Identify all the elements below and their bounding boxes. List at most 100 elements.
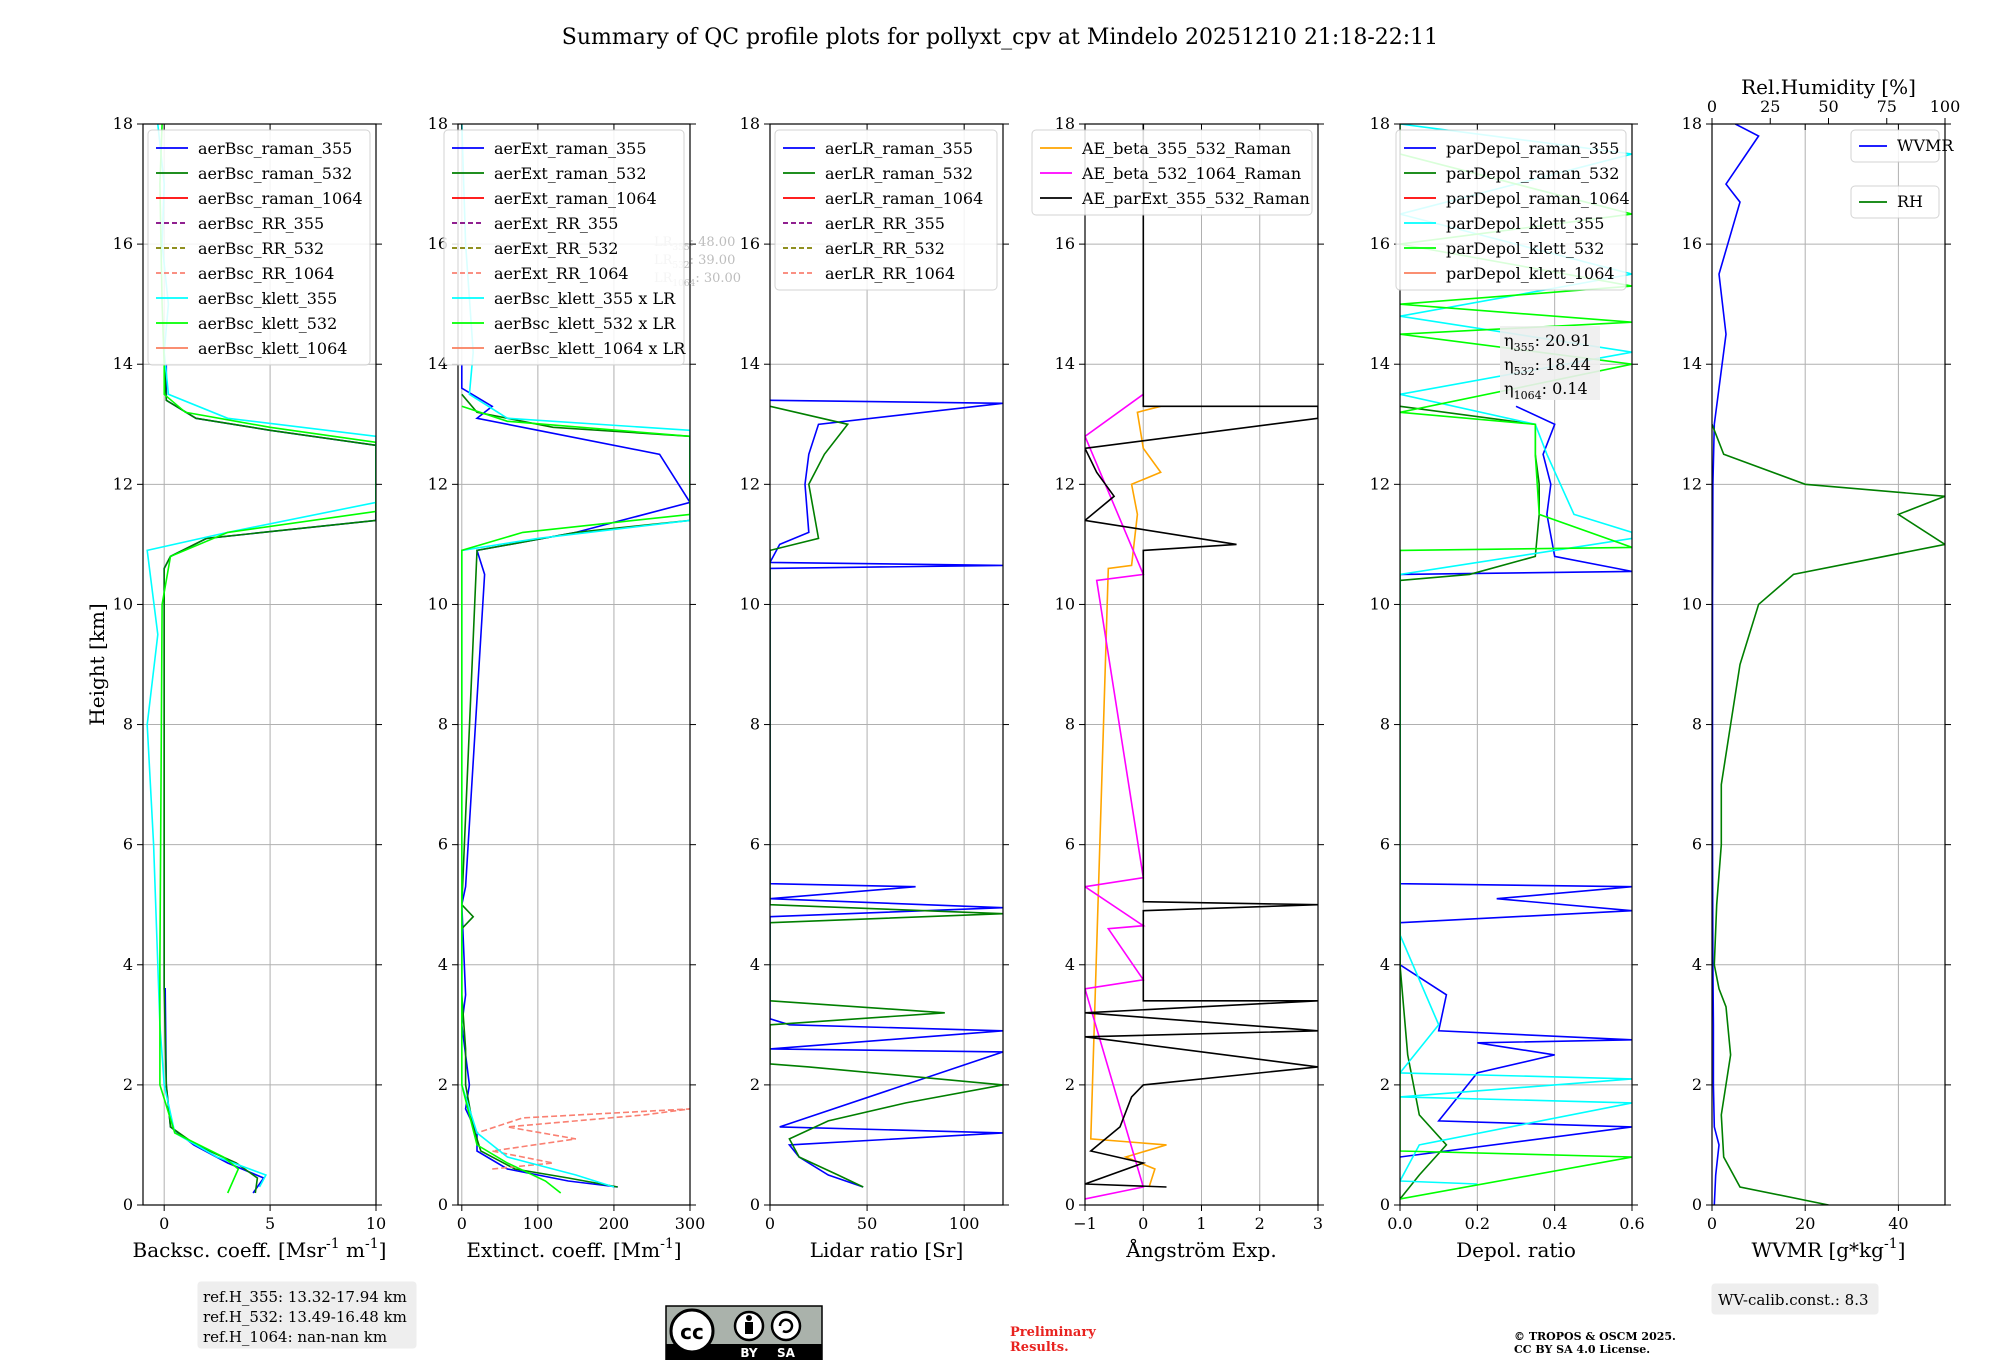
x-tick-label: 5: [265, 1214, 275, 1233]
legend-label: aerBsc_raman_532: [198, 164, 352, 183]
legend-label: parDepol_klett_1064: [1446, 264, 1615, 283]
panel-2: 0 100 200 300 0 2 4 6 8 10 12 14 16 18 Extinct. coeff.…: [428, 114, 741, 1262]
x-tick-label: 0: [1707, 1214, 1717, 1233]
y-tick-label: 16: [1055, 234, 1075, 253]
legend-label: AE_beta_532_1064_Raman: [1081, 164, 1301, 183]
y-tick-label: 18: [428, 114, 448, 133]
x-axis-label: WVMR [g*kg-1]: [1752, 1236, 1906, 1262]
x-tick-label: 100: [523, 1214, 554, 1233]
legend-label: aerExt_RR_1064: [494, 264, 629, 283]
cc-sa-label: SA: [777, 1346, 796, 1360]
y-tick-label: 2: [123, 1075, 133, 1094]
y-tick-label: 10: [1055, 594, 1075, 613]
legend-label: parDepol_raman_1064: [1446, 189, 1630, 208]
legend-box: [774, 129, 998, 291]
legend-label: aerBsc_RR_1064: [198, 264, 334, 283]
legend-label: aerBsc_klett_1064 x LR: [494, 339, 686, 358]
legend-label: aerBsc_RR_355: [198, 214, 324, 233]
x-tick-label: 3: [1313, 1214, 1323, 1233]
eta-box: [1500, 326, 1600, 400]
legend: aerBsc_raman_355 aerBsc_raman_532 aerBsc_r…: [147, 129, 371, 366]
series-line-aerbsc-klett-532-x-lr: [460, 405, 690, 1194]
y-tick-label: 2: [1692, 1075, 1702, 1094]
x-tick-label: −1: [1073, 1214, 1097, 1233]
series-line-aerlr-raman-532: [770, 405, 1003, 1188]
x-tick-label: 200: [599, 1214, 630, 1233]
x-tick-label: 0: [765, 1214, 775, 1233]
y-tick-label: 10: [1682, 594, 1702, 613]
legend-label: aerLR_raman_532: [825, 164, 973, 183]
series-line-aerlr-raman-355: [770, 399, 1003, 1188]
legend-label: WVMR: [1897, 136, 1954, 155]
y-tick-label: 12: [428, 474, 448, 493]
y-tick-label: 8: [123, 715, 133, 734]
y-tick-label: 14: [1370, 354, 1390, 373]
x-tick-label: 1: [1196, 1214, 1206, 1233]
y-tick-label: 12: [740, 474, 760, 493]
y-tick-label: 14: [1682, 354, 1702, 373]
y-tick-label: 10: [740, 594, 760, 613]
x-axis-label: Depol. ratio: [1456, 1238, 1576, 1262]
x-axis-label: Extinct. coeff. [Mm-1]: [466, 1236, 681, 1262]
legend-label: parDepol_raman_532: [1446, 164, 1619, 183]
legend-label: aerBsc_klett_355 x LR: [494, 289, 676, 308]
cc-logo-text: cc: [680, 1320, 704, 1344]
y-tick-label: 14: [740, 354, 760, 373]
x-tick-label: 0: [457, 1214, 467, 1233]
y-tick-label: 16: [1682, 234, 1702, 253]
legend-label: aerExt_raman_532: [494, 164, 647, 183]
y-tick-label: 0: [1065, 1195, 1075, 1214]
legend-box: [443, 129, 685, 366]
y-tick-label: 0: [1380, 1195, 1390, 1214]
y-tick-label: 4: [1692, 955, 1702, 974]
cc-logo-icon: [669, 1308, 715, 1354]
legend-label: aerExt_raman_1064: [494, 189, 657, 208]
legend-label: aerBsc_RR_532: [198, 239, 324, 258]
y-tick-label: 0: [1692, 1195, 1702, 1214]
y-tick-label: 16: [428, 234, 448, 253]
legend-label: parDepol_klett_532: [1446, 239, 1604, 258]
y-tick-label: 4: [1065, 955, 1075, 974]
x-tick-label: 20: [1795, 1214, 1815, 1233]
x-axis-label: Ångström Exp.: [1125, 1237, 1276, 1262]
series-line-pardepol-raman-532: [1400, 405, 1540, 1200]
legend-box: [1850, 129, 1940, 163]
legend-label: aerLR_raman_1064: [825, 189, 983, 208]
grid: [1084, 123, 1319, 1206]
y-tick-label: 18: [1055, 114, 1075, 133]
y-tick-label: 16: [740, 234, 760, 253]
y-tick-label: 14: [1055, 354, 1075, 373]
x-tick-label: 0: [159, 1214, 169, 1233]
legend-label: aerLR_RR_355: [825, 214, 945, 233]
y-tick-label: 18: [113, 114, 133, 133]
legend-label: aerLR_RR_1064: [825, 264, 955, 283]
x-axis-label: Lidar ratio [Sr]: [810, 1238, 964, 1262]
x-tick-label: 2: [1255, 1214, 1265, 1233]
legend-rh: RH: [1850, 185, 1940, 219]
y-tick-label: 12: [1370, 474, 1390, 493]
x-tick-label: 0.6: [1619, 1214, 1644, 1233]
series-line-ae-beta-532-1064-raman: [1085, 393, 1146, 1200]
eta-annotation: η355: 20.91: [1504, 331, 1591, 354]
grid: [1711, 123, 1945, 1206]
series-line-pardepol-raman-355: [1400, 405, 1632, 1158]
y-tick-label: 8: [750, 715, 760, 734]
top-tick-label: 0: [1707, 97, 1717, 116]
x-axis-label: Backsc. coeff. [Msr-1 m-1]: [133, 1236, 387, 1262]
wv-calib-const: WV-calib.const.: 8.3: [1718, 1291, 1869, 1309]
legend-label: aerExt_raman_355: [494, 139, 647, 158]
y-tick-label: 14: [113, 354, 133, 373]
y-tick-label: 18: [1682, 114, 1702, 133]
y-tick-label: 18: [740, 114, 760, 133]
y-tick-label: 8: [438, 715, 448, 734]
y-tick-label: 12: [1682, 474, 1702, 493]
ref-height-1064: ref.H_1064: nan-nan km: [203, 1328, 387, 1346]
cc-by-label: BY: [740, 1346, 757, 1360]
x-tick-label: 10: [366, 1214, 386, 1233]
legend-box: [147, 129, 371, 366]
legend-label: AE_beta_355_532_Raman: [1081, 139, 1291, 158]
